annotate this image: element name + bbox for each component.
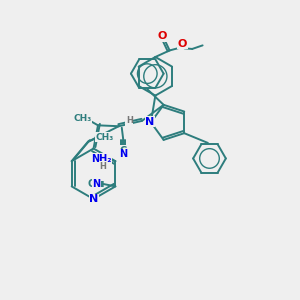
Text: O: O [178, 39, 187, 49]
Text: C: C [120, 146, 127, 156]
Text: N: N [145, 117, 154, 127]
Text: H: H [100, 162, 106, 171]
Text: N: N [92, 179, 100, 189]
Text: CH₃: CH₃ [96, 133, 114, 142]
Text: H: H [126, 116, 133, 125]
Text: O: O [158, 31, 167, 41]
Text: N: N [119, 149, 127, 160]
Text: NH₂: NH₂ [91, 154, 112, 164]
Text: N: N [89, 194, 99, 204]
Text: C: C [87, 179, 94, 189]
Text: CH₃: CH₃ [73, 114, 92, 123]
